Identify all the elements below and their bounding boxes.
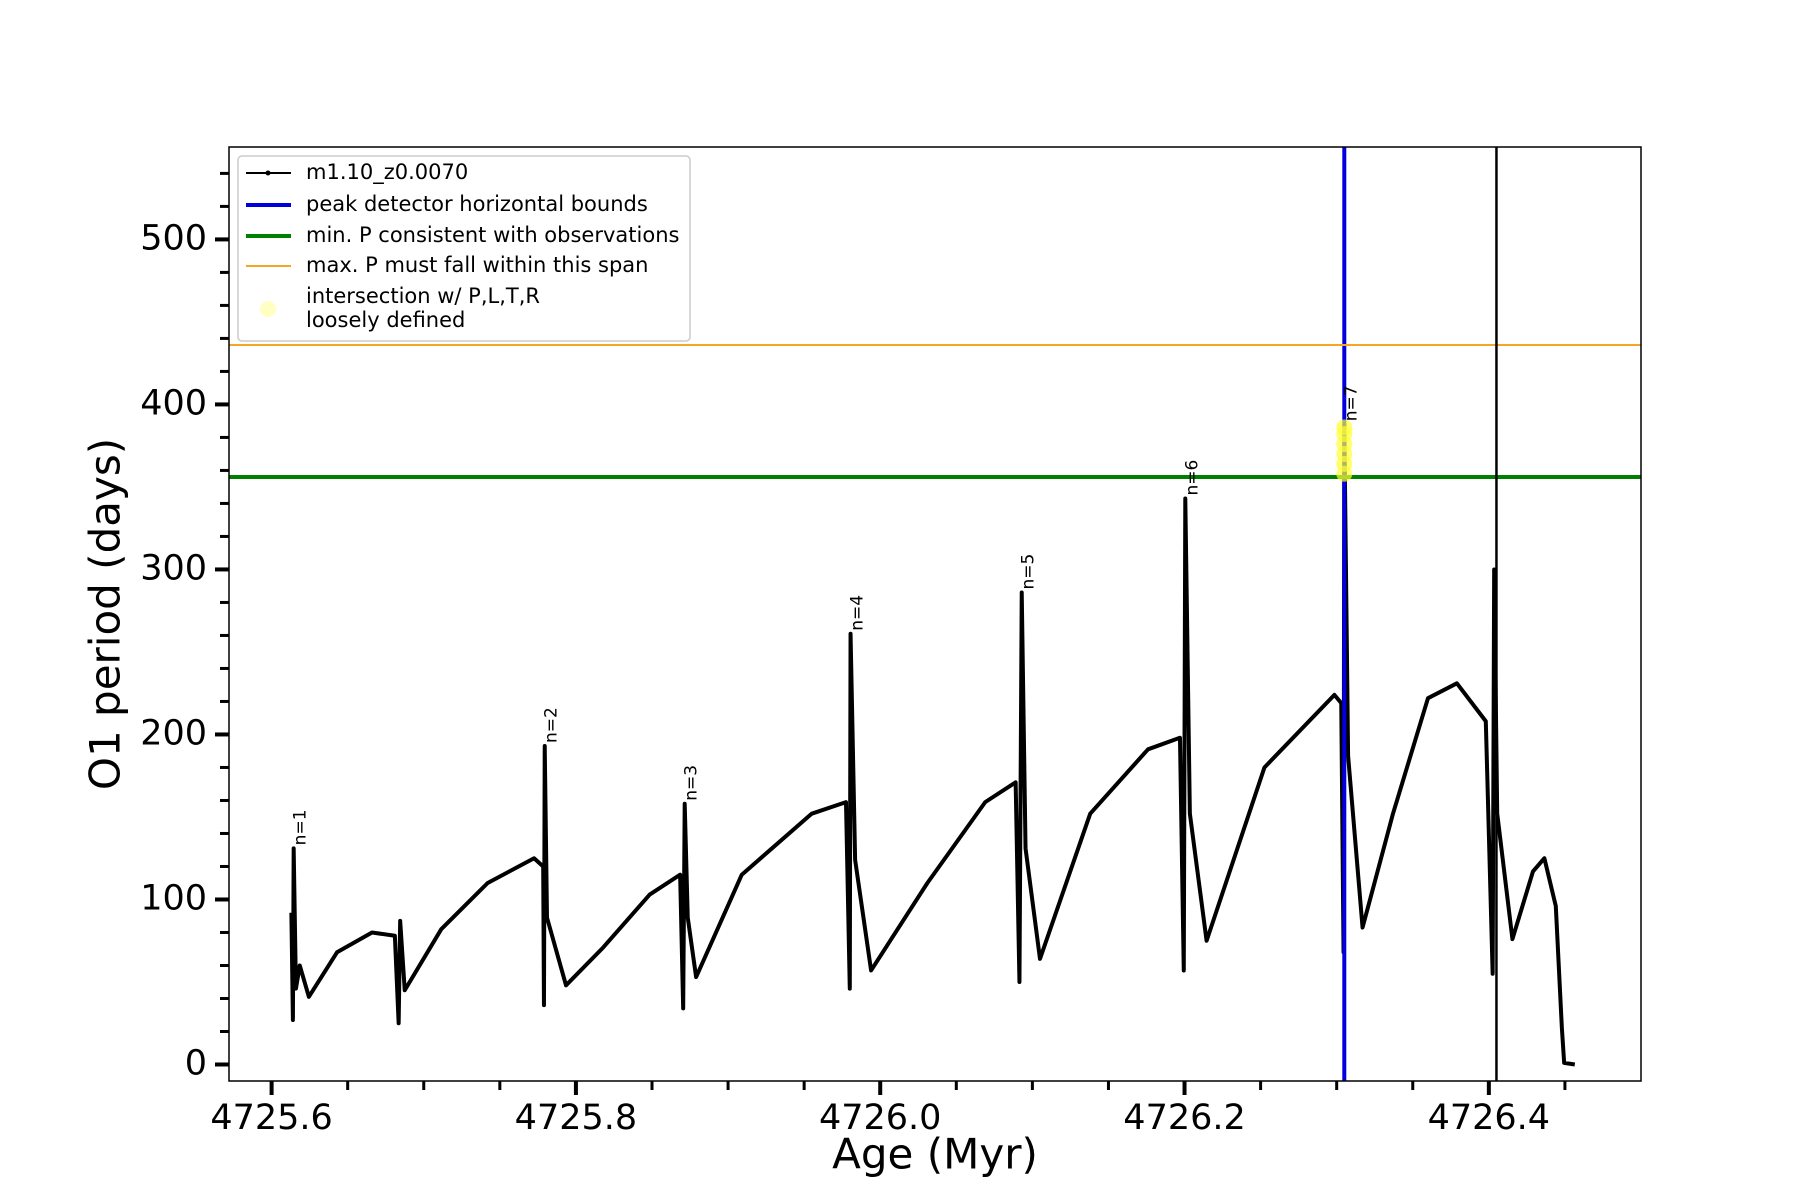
y-tick-label: 400 (140, 383, 207, 423)
x-tick-label: 4725.8 (515, 1098, 637, 1138)
legend-label: peak detector horizontal bounds (306, 192, 648, 216)
peak-annotation: n=5 (1019, 554, 1039, 590)
plot-frame (228, 146, 1642, 1082)
x-tick-label: 4725.6 (210, 1098, 332, 1138)
y-tick-label: 300 (140, 548, 207, 588)
y-tick-label: 0 (185, 1043, 207, 1083)
plot-area (229, 147, 1641, 1081)
data-line (289, 422, 1576, 1067)
y-axis-label: O1 period (days) (81, 438, 130, 790)
peak-annotation: n=2 (542, 707, 562, 743)
legend-label-line: loosely defined (306, 308, 465, 332)
legend-marker (265, 170, 271, 176)
intersection-point (1336, 419, 1353, 436)
legend-swatch (260, 301, 276, 317)
x-axis-label: Age (Myr) (832, 1130, 1038, 1179)
y-tick-label: 200 (140, 713, 207, 753)
legend-label: intersection w/ P,L,T,R loosely defined (306, 284, 540, 332)
x-tick-label: 4726.0 (819, 1098, 941, 1138)
peak-annotation: n=3 (682, 765, 702, 801)
peak-annotation: n=1 (291, 809, 311, 845)
legend-label: max. P must fall within this span (306, 253, 648, 277)
y-tick-label: 500 (140, 218, 207, 258)
x-tick-label: 4726.2 (1123, 1098, 1245, 1138)
y-tick-label: 100 (140, 878, 207, 918)
x-tick-label: 4726.4 (1428, 1098, 1550, 1138)
peak-annotation: n=6 (1182, 460, 1202, 496)
legend-label: min. P consistent with observations (306, 223, 679, 247)
legend-label-line: intersection w/ P,L,T,R (306, 284, 540, 308)
legend-box (237, 155, 691, 342)
peak-annotation: n=7 (1341, 385, 1361, 421)
peak-annotation: n=4 (848, 595, 868, 631)
legend-label: m1.10_z0.0070 (306, 160, 468, 185)
